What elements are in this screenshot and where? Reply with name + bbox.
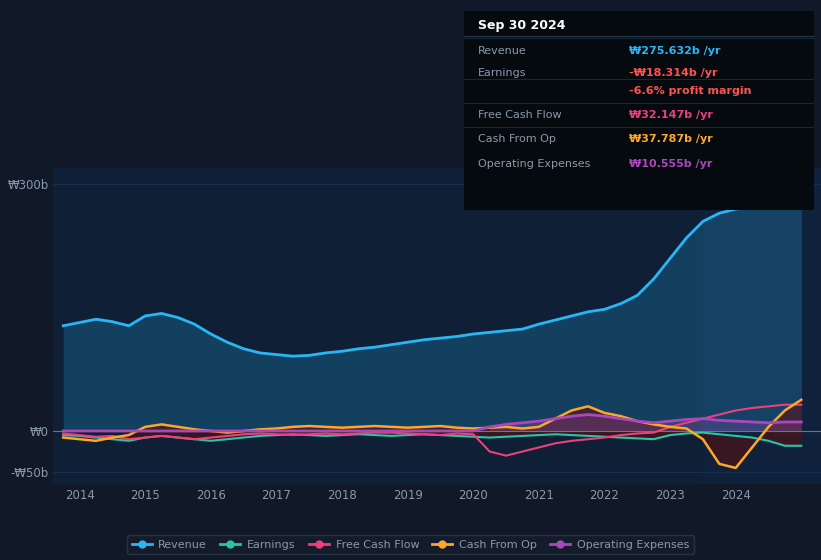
Text: ₩10.555b /yr: ₩10.555b /yr	[629, 159, 712, 169]
Text: ₩37.787b /yr: ₩37.787b /yr	[629, 134, 713, 144]
Text: ₩32.147b /yr: ₩32.147b /yr	[629, 110, 713, 120]
Text: Free Cash Flow: Free Cash Flow	[478, 110, 562, 120]
Text: -₩18.314b /yr: -₩18.314b /yr	[629, 68, 717, 78]
Text: Cash From Op: Cash From Op	[478, 134, 556, 144]
Text: Earnings: Earnings	[478, 68, 526, 78]
Text: Sep 30 2024: Sep 30 2024	[478, 19, 566, 32]
Bar	[703, 168, 821, 484]
Text: Revenue: Revenue	[478, 46, 526, 56]
Text: Operating Expenses: Operating Expenses	[478, 159, 590, 169]
Legend: Revenue, Earnings, Free Cash Flow, Cash From Op, Operating Expenses: Revenue, Earnings, Free Cash Flow, Cash …	[127, 535, 694, 554]
Text: ₩275.632b /yr: ₩275.632b /yr	[629, 46, 720, 56]
Text: -6.6% profit margin: -6.6% profit margin	[629, 86, 751, 96]
